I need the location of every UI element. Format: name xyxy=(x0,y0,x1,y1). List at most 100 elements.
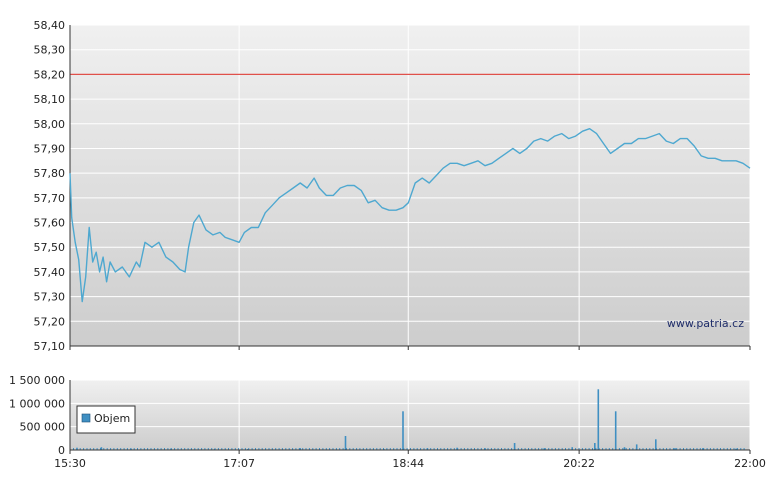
volume-bar xyxy=(543,448,546,450)
volume-bar xyxy=(344,436,347,450)
volume-bar xyxy=(517,448,519,450)
price-y-tick-label: 58,10 xyxy=(34,93,66,106)
volume-bar xyxy=(649,448,651,450)
volume-bar xyxy=(440,448,442,450)
volume-bar xyxy=(376,448,378,450)
volume-bar xyxy=(720,448,721,450)
volume-bar xyxy=(501,448,502,450)
volume-bar xyxy=(693,448,695,450)
volume-bar xyxy=(683,448,684,450)
volume-bar xyxy=(406,448,408,450)
price-y-tick-label: 58,40 xyxy=(34,19,66,32)
volume-bar xyxy=(632,448,634,450)
volume-bar xyxy=(514,448,516,450)
volume-bar xyxy=(312,448,314,450)
volume-bar xyxy=(548,448,550,450)
volume-bar xyxy=(194,448,196,450)
price-y-tick-label: 57,70 xyxy=(34,192,66,205)
volume-bar xyxy=(568,448,570,450)
volume-bar xyxy=(453,448,455,450)
volume-bar xyxy=(578,448,580,450)
volume-bar xyxy=(420,448,422,450)
volume-bar xyxy=(335,448,337,450)
volume-bar xyxy=(369,448,371,450)
volume-bar xyxy=(329,448,331,450)
volume-bar xyxy=(696,448,698,450)
volume-bar xyxy=(116,448,118,450)
volume-bar xyxy=(292,448,294,450)
volume-y-tick-label: 1 000 000 xyxy=(9,397,65,410)
volume-bar xyxy=(177,448,179,450)
volume-bar xyxy=(528,448,529,450)
volume-bar xyxy=(319,448,320,450)
volume-bar xyxy=(204,448,206,450)
volume-bar xyxy=(595,448,597,450)
volume-bar xyxy=(662,448,664,450)
x-tick-label: 22:00 xyxy=(734,457,766,470)
volume-bar xyxy=(426,448,428,450)
volume-bar xyxy=(399,448,401,450)
volume-bar xyxy=(672,448,674,450)
volume-bar xyxy=(76,448,78,450)
volume-bar xyxy=(73,448,74,450)
volume-bar xyxy=(699,448,701,450)
volume-bar xyxy=(352,448,354,450)
volume-bar xyxy=(100,448,101,450)
volume-bar xyxy=(224,448,226,450)
volume-bar xyxy=(723,448,725,450)
volume-bar xyxy=(190,448,192,450)
volume-bar xyxy=(197,448,199,450)
volume-bar xyxy=(211,448,213,450)
volume-bar xyxy=(554,448,556,450)
watermark: www.patria.cz xyxy=(667,317,744,330)
volume-bar xyxy=(403,448,405,450)
volume-bar xyxy=(143,448,145,450)
volume-bar xyxy=(402,411,404,450)
volume-bar xyxy=(157,448,159,450)
volume-bar xyxy=(120,448,122,450)
price-y-tick-label: 57,60 xyxy=(34,217,66,230)
volume-bar xyxy=(106,448,108,450)
volume-bar xyxy=(504,448,506,450)
volume-bar xyxy=(123,448,125,450)
volume-bar xyxy=(674,448,676,450)
volume-bar xyxy=(366,448,368,450)
volume-bar xyxy=(730,448,732,450)
price-y-tick-label: 57,20 xyxy=(34,315,66,328)
volume-bar xyxy=(592,448,593,450)
volume-bar xyxy=(656,448,657,450)
volume-bar xyxy=(614,411,617,450)
volume-bar xyxy=(652,448,654,450)
volume-bar xyxy=(474,448,475,450)
volume-bar xyxy=(457,448,459,450)
volume-bar xyxy=(130,448,132,450)
volume-bar xyxy=(625,448,627,450)
volume-bar xyxy=(238,448,240,450)
volume-bar xyxy=(676,448,678,450)
legend-label: Objem xyxy=(94,412,130,425)
volume-bar xyxy=(702,448,704,450)
volume-bar xyxy=(126,448,128,450)
x-tick-label: 18:44 xyxy=(392,457,424,470)
volume-bar xyxy=(598,448,600,450)
volume-bar xyxy=(521,448,523,450)
volume-bar xyxy=(629,448,631,450)
volume-bar xyxy=(275,448,277,450)
volume-bar xyxy=(733,448,735,450)
volume-bar xyxy=(541,448,543,450)
volume-bar xyxy=(248,448,250,450)
legend-swatch xyxy=(81,413,91,423)
volume-bar xyxy=(558,448,560,450)
volume-y-tick-label: 0 xyxy=(58,444,65,457)
volume-bar xyxy=(285,448,287,450)
volume-bar xyxy=(325,448,327,450)
volume-bar xyxy=(666,448,668,450)
volume-bar xyxy=(160,448,162,450)
volume-bar xyxy=(396,448,398,450)
volume-bar xyxy=(622,448,624,450)
volume-bar xyxy=(534,448,536,450)
volume-bar xyxy=(623,447,626,450)
volume-bar xyxy=(443,448,445,450)
volume-bar xyxy=(187,448,189,450)
volume-bar xyxy=(655,439,657,450)
